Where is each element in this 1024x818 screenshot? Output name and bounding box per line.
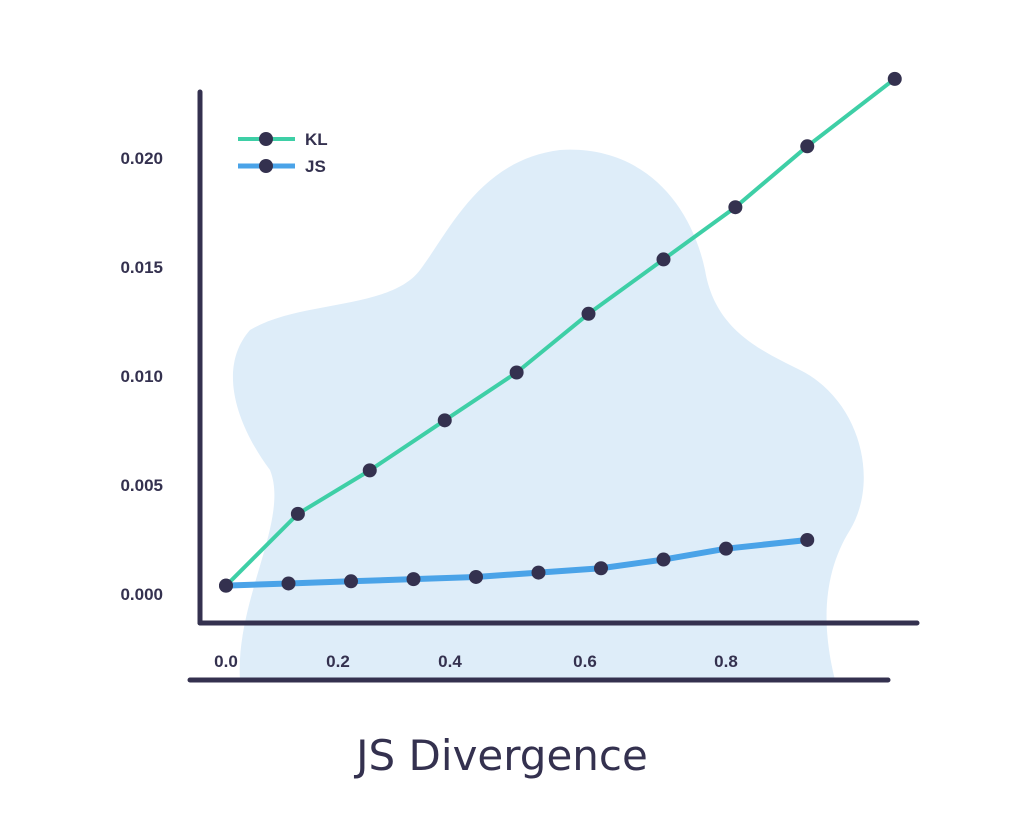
y-tick-label: 0.005 [120, 476, 163, 495]
series-line-js [223, 536, 811, 589]
data-point-kl [437, 413, 452, 428]
x-tick-label: 0.8 [714, 652, 738, 671]
data-point-kl [290, 506, 305, 521]
x-tick-labels: 0.0 0.2 0.4 0.6 0.8 [214, 652, 738, 671]
y-tick-label: 0.020 [120, 149, 163, 168]
series-line-kl [224, 76, 897, 588]
legend: KL JS [238, 130, 328, 176]
y-tick-label: 0.015 [120, 258, 163, 277]
data-point-js [281, 576, 296, 591]
x-tick-label: 0.6 [573, 652, 597, 671]
chart-title: JS Divergence [353, 731, 648, 780]
x-tick-label: 0.4 [438, 652, 462, 671]
legend-kl-label: KL [305, 130, 328, 149]
data-point-kl [581, 306, 596, 321]
data-point-js [800, 532, 815, 547]
data-point-js [219, 578, 233, 593]
background-blob [232, 149, 864, 680]
legend-js-marker [259, 159, 273, 173]
data-point-kl [887, 71, 902, 86]
data-point-js [406, 572, 421, 587]
y-tick-label: 0.010 [120, 367, 163, 386]
y-tick-labels: 0.000 0.005 0.010 0.015 0.020 [120, 149, 163, 604]
data-point-kl [362, 463, 377, 478]
series-layer [219, 71, 902, 593]
data-point-kl [800, 139, 815, 154]
data-point-js [344, 574, 358, 589]
legend-js-label: JS [305, 157, 326, 176]
x-tick-label: 0.2 [326, 652, 350, 671]
data-point-js [531, 565, 546, 580]
y-tick-label: 0.000 [120, 585, 163, 604]
legend-kl-marker [259, 132, 273, 146]
data-point-js [594, 561, 608, 576]
data-point-js [469, 569, 483, 584]
data-point-kl [656, 252, 671, 267]
data-point-js [719, 541, 733, 556]
x-tick-label: 0.0 [214, 652, 238, 671]
data-point-kl [509, 365, 524, 380]
data-point-kl [728, 200, 743, 215]
data-point-js [656, 552, 671, 567]
